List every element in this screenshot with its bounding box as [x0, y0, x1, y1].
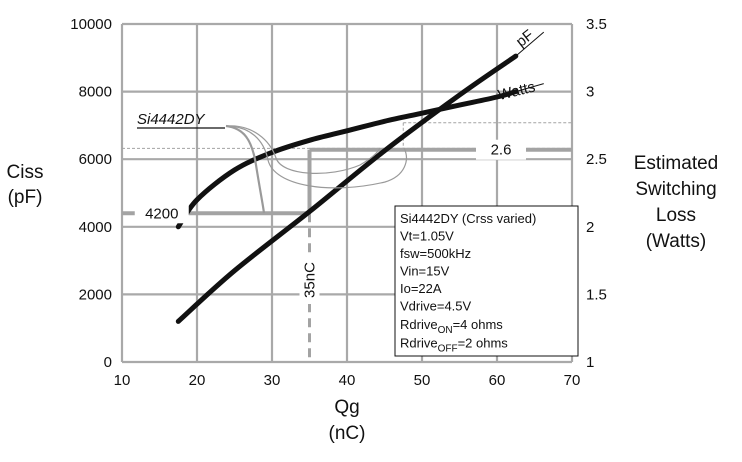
tick-labels: 10 20 30 40 50 60 70 0 2000 4000 6000 8000 10000 1 1.5…	[70, 16, 607, 389]
y-left-tick-label-8000: 8000	[79, 84, 112, 101]
series-line-pf	[175, 53, 519, 324]
y-right-tick-label-2: 2	[586, 219, 594, 236]
y-left-tick-label-10000: 10000	[70, 16, 112, 33]
part-leader-curve-2	[225, 125, 407, 189]
series-label-pf: pF	[513, 26, 537, 50]
y-left-tick-label-0: 0	[104, 354, 112, 371]
x-tick-label-30: 30	[264, 372, 281, 389]
y-left-axis-label-line-0: Ciss	[7, 162, 44, 183]
y-right-axis-label-line-2: Loss	[656, 205, 696, 226]
y-right-tick-label-3.5: 3.5	[586, 16, 607, 33]
y-right-axis-label-line-0: Estimated	[634, 153, 718, 174]
condition-line-4: Io=22A	[400, 281, 442, 296]
y-right-axis-label-line-3: (Watts)	[646, 231, 707, 252]
condition-line-2: fsw=500kHz	[400, 246, 471, 261]
part-label: Si4442DY	[137, 111, 206, 128]
condition-rdrive-off: RdriveOFF=2 ohms	[400, 336, 508, 355]
y-left-axis-label-line-1: (pF)	[8, 187, 43, 208]
y-right-axis-label-line-1: Switching	[635, 179, 716, 200]
condition-rdrive-on: RdriveON=4 ohms	[400, 317, 503, 336]
x-tick-label-70: 70	[564, 372, 581, 389]
y-left-tick-label-2000: 2000	[79, 286, 112, 303]
series-label-watts: Watts	[496, 78, 537, 104]
x-tick-label-10: 10	[114, 372, 131, 389]
qg-value-bg	[299, 256, 320, 304]
qg-value-label: 35nC	[302, 262, 319, 298]
axis-labels: Qg (nC) Ciss (pF) Estimated Switching Loss (Wat…	[7, 153, 719, 444]
pf-leader-line	[515, 31, 545, 57]
loss-value-label: 2.6	[491, 142, 512, 159]
loss-value-bg	[476, 139, 526, 160]
ciss-value-label: 4200	[145, 205, 178, 222]
x-tick-label-40: 40	[339, 372, 356, 389]
y-right-tick-label-1: 1	[586, 354, 594, 371]
condition-line-1: Vt=1.05V	[400, 229, 454, 244]
ciss-value-bg	[134, 203, 189, 224]
y-right-tick-label-3: 3	[586, 84, 594, 101]
x-tick-label-60: 60	[489, 372, 506, 389]
x-tick-label-20: 20	[189, 372, 206, 389]
conditions-box	[394, 205, 579, 357]
part-leader-curve-1	[225, 124, 266, 214]
y-right-tick-label-1.5: 1.5	[586, 286, 607, 303]
condition-line-3: Vin=15V	[400, 264, 450, 279]
x-axis-label-line-0: Qg	[334, 397, 359, 418]
x-tick-label-50: 50	[414, 372, 431, 389]
condition-line-0: Si4442DY (Crss varied)	[400, 211, 536, 226]
watts-leader-line	[515, 83, 544, 93]
x-axis-label-line-1: (nC)	[329, 423, 366, 444]
part-leader-curve-3	[225, 125, 381, 174]
y-left-tick-label-6000: 6000	[79, 151, 112, 168]
y-right-tick-label-2.5: 2.5	[586, 151, 607, 168]
condition-line-5: Vdrive=4.5V	[400, 299, 472, 314]
y-left-tick-label-4000: 4000	[79, 219, 112, 236]
annotations: pF Watts 4200 2.6 35nC Si4442DY Si4442DY (Crss…	[134, 26, 579, 357]
series-group	[175, 53, 519, 324]
